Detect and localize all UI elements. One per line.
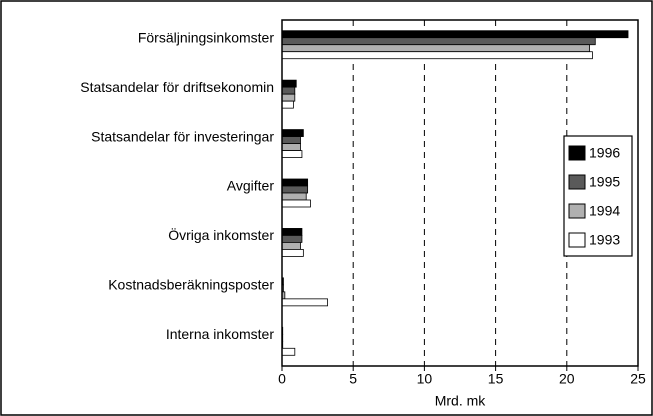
bar bbox=[281, 199, 311, 208]
x-axis-label: Mrd. mk bbox=[435, 393, 487, 409]
bar bbox=[281, 242, 301, 250]
x-tick-label: 15 bbox=[488, 371, 504, 387]
bar bbox=[281, 143, 301, 151]
legend-swatch bbox=[568, 203, 586, 219]
x-tick-label: 0 bbox=[278, 371, 286, 387]
bar bbox=[281, 100, 294, 109]
bar bbox=[281, 37, 596, 46]
bar bbox=[281, 129, 304, 137]
legend-label: 1993 bbox=[589, 232, 620, 248]
bar bbox=[281, 136, 301, 144]
y-tick-label: Statsandelar för investeringar bbox=[91, 128, 274, 144]
legend-label: 1994 bbox=[589, 203, 620, 219]
y-tick-label: Försäljningsinkomster bbox=[138, 29, 274, 45]
x-tick-label: 5 bbox=[349, 371, 357, 387]
x-tick-label: 10 bbox=[417, 371, 433, 387]
plot-frame bbox=[281, 19, 639, 367]
x-tick-label: 25 bbox=[630, 371, 646, 387]
y-tick-label: Interna inkomster bbox=[166, 326, 274, 342]
bar bbox=[281, 185, 309, 194]
bar bbox=[281, 93, 296, 102]
y-tick-label: Kostnadsberäkningsposter bbox=[108, 277, 274, 293]
bar bbox=[281, 79, 297, 88]
bar bbox=[281, 249, 304, 257]
bar bbox=[281, 298, 328, 307]
bar bbox=[281, 150, 303, 158]
bar bbox=[281, 86, 296, 95]
bar bbox=[281, 30, 629, 39]
y-tick-label: Avgifter bbox=[227, 178, 275, 194]
legend-label: 1995 bbox=[589, 174, 620, 190]
legend-label: 1996 bbox=[589, 145, 620, 161]
y-tick-label: Övriga inkomster bbox=[168, 226, 274, 243]
bar bbox=[281, 178, 309, 187]
bar bbox=[281, 235, 303, 243]
legend-swatch bbox=[568, 145, 586, 161]
x-tick-label: 20 bbox=[559, 371, 575, 387]
bar bbox=[281, 228, 303, 236]
bar bbox=[281, 347, 296, 356]
bar bbox=[281, 51, 593, 60]
legend-swatch bbox=[568, 232, 586, 248]
y-tick-label: Statsandelar för driftsekonomin bbox=[80, 79, 274, 95]
bar bbox=[281, 44, 590, 53]
bar bbox=[281, 192, 307, 201]
legend-swatch bbox=[568, 174, 586, 190]
